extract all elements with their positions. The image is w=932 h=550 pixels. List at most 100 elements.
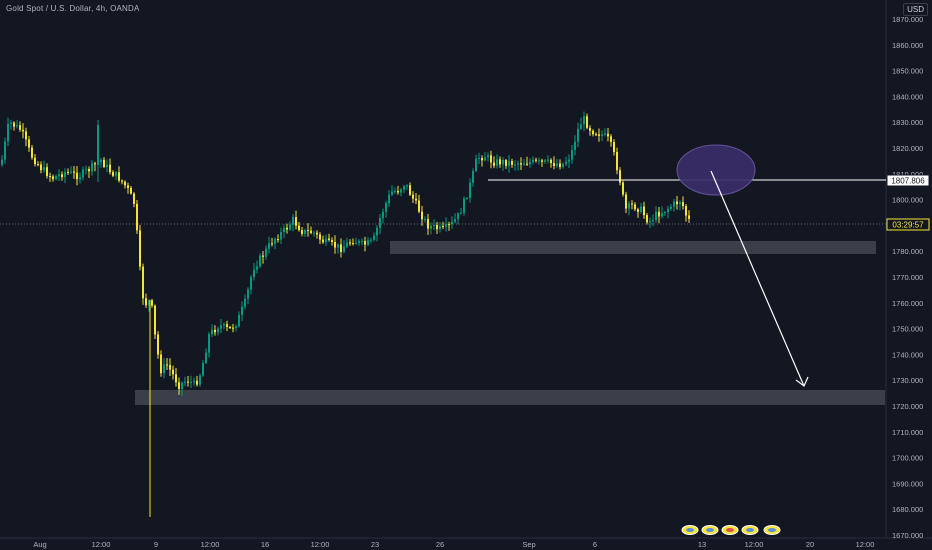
time-axis[interactable]: Aug 12:00 9 12:00 16 12:00 23 26 Sep 6 13 12:00 20 12… <box>33 540 874 549</box>
candle <box>85 165 87 175</box>
candle <box>496 154 498 169</box>
support-zone-upper[interactable] <box>390 241 876 254</box>
candle <box>199 373 201 387</box>
candle <box>340 238 342 258</box>
candle <box>274 237 276 250</box>
candle <box>37 161 39 167</box>
candle <box>283 224 285 238</box>
event-icon-1[interactable] <box>681 525 699 535</box>
candle <box>541 158 543 167</box>
candle <box>619 167 621 186</box>
candle <box>430 222 432 235</box>
candle <box>64 168 66 184</box>
price-axis-label: 1870.000 <box>892 15 923 24</box>
candle <box>172 365 174 380</box>
candle <box>238 311 240 328</box>
candle <box>10 119 12 130</box>
event-icon-5[interactable] <box>763 525 781 535</box>
price-axis-label: 1850.000 <box>892 67 923 76</box>
countdown-tag[interactable]: 03:29:57 <box>886 218 930 231</box>
price-axis[interactable]: 1870.000 1860.000 1850.000 1840.000 1830.000… <box>892 15 923 540</box>
candle <box>652 214 654 227</box>
candle <box>319 232 321 245</box>
candle <box>175 367 177 387</box>
symbol-title[interactable]: Gold Spot / U.S. Dollar, 4h, OANDA <box>6 4 140 13</box>
candle <box>649 217 651 229</box>
candle <box>259 253 261 269</box>
candle <box>250 274 252 295</box>
candle <box>370 237 372 244</box>
candle <box>421 205 423 226</box>
candle <box>196 375 198 387</box>
candle <box>355 237 357 245</box>
candle <box>337 243 339 254</box>
event-icons <box>681 525 781 535</box>
candle <box>574 135 576 156</box>
currency-label[interactable]: USD <box>903 3 928 16</box>
candle <box>472 168 474 187</box>
candle <box>286 223 288 234</box>
arrow-head <box>795 376 809 387</box>
candle <box>514 160 516 171</box>
candle <box>523 159 525 166</box>
event-icon-4[interactable] <box>741 525 759 535</box>
candle <box>667 205 669 219</box>
candle <box>40 161 42 174</box>
candle <box>208 332 210 358</box>
highlight-ellipse[interactable] <box>676 144 756 196</box>
event-icon-2[interactable] <box>701 525 719 535</box>
candle <box>559 159 561 170</box>
time-axis-label: 20 <box>806 540 814 549</box>
candle <box>301 227 303 237</box>
candle <box>139 224 141 271</box>
price-axis-label: 1840.000 <box>892 92 923 101</box>
candle <box>178 377 180 395</box>
candle <box>367 237 369 247</box>
candle <box>106 159 108 173</box>
candle <box>445 217 447 232</box>
candle <box>637 207 639 218</box>
candle <box>166 358 168 371</box>
candle <box>457 212 459 225</box>
event-icon-3[interactable] <box>721 525 739 535</box>
candle <box>160 350 162 377</box>
candle <box>289 221 291 231</box>
candle <box>673 198 675 212</box>
candle <box>568 154 570 168</box>
candle <box>313 230 315 237</box>
candle <box>352 238 354 246</box>
candle <box>277 234 279 243</box>
price-axis-label: 1760.000 <box>892 299 923 308</box>
candle <box>121 179 123 185</box>
candle <box>109 158 111 175</box>
time-axis-label: 6 <box>593 540 597 549</box>
candle <box>76 166 78 186</box>
candle <box>643 201 645 219</box>
candle <box>46 163 48 179</box>
candle <box>400 187 402 197</box>
candle <box>583 111 585 132</box>
candle <box>127 182 129 194</box>
resistance-price-tag[interactable]: 1807.806 <box>886 174 930 187</box>
projection-arrow[interactable] <box>710 170 805 387</box>
candle <box>373 232 375 242</box>
candle <box>79 172 81 184</box>
candle <box>592 129 594 137</box>
candle <box>613 139 615 156</box>
candle <box>685 203 687 222</box>
candle <box>229 325 231 330</box>
candle <box>247 287 249 305</box>
candle <box>679 200 681 211</box>
candle <box>112 170 114 178</box>
candle <box>481 155 483 167</box>
candle <box>682 196 684 210</box>
candle <box>346 237 348 248</box>
candle <box>19 121 21 132</box>
candle <box>361 238 363 245</box>
price-axis-label: 1680.000 <box>892 505 923 514</box>
candle <box>595 132 597 137</box>
candle <box>451 216 453 230</box>
support-zone-lower[interactable] <box>135 390 885 405</box>
